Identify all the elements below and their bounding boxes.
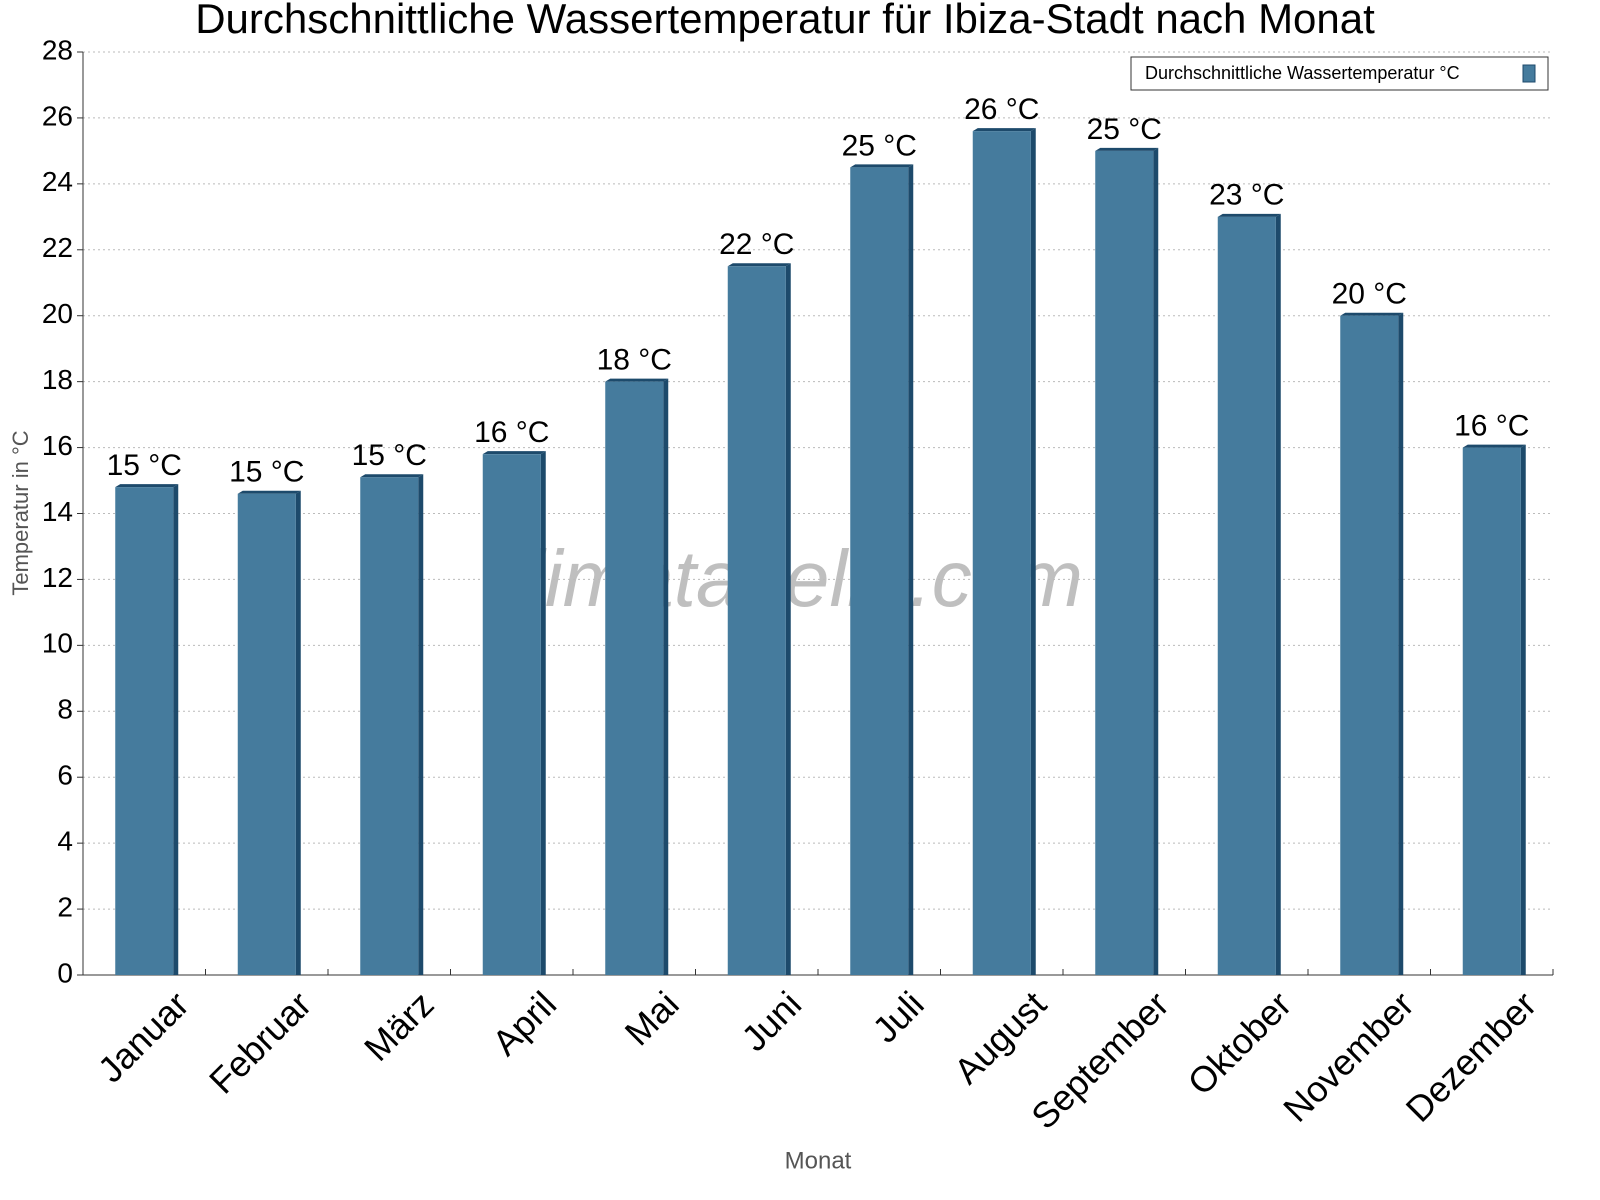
bar-side: [1030, 128, 1036, 976]
bar: [482, 454, 541, 975]
y-tick-label: 20: [42, 298, 73, 329]
legend-box: [1130, 56, 1549, 91]
data-label: 23 °C: [1209, 179, 1284, 212]
x-tick-label: Mai: [617, 983, 687, 1053]
bar-top: [115, 484, 179, 488]
legend-label: Durchschnittliche Wassertemperatur °C: [1145, 63, 1460, 83]
data-label: 15 °C: [229, 456, 304, 489]
y-tick-label: 12: [42, 562, 73, 593]
y-tick-label: 22: [42, 232, 73, 263]
data-label: 15 °C: [352, 439, 427, 472]
bar-side: [908, 164, 914, 975]
bar-side: [295, 490, 301, 975]
bar-side: [1398, 312, 1404, 975]
y-axis-label: Temperatur in °C: [8, 430, 33, 595]
y-tick-label: 14: [42, 496, 73, 527]
bar-side: [785, 263, 791, 976]
x-tick-label: November: [1275, 983, 1421, 1129]
bar: [1462, 447, 1521, 976]
y-tick-label: 10: [42, 628, 73, 659]
data-label: 26 °C: [964, 93, 1039, 126]
bar-side: [540, 451, 546, 975]
data-label: 16 °C: [1454, 409, 1529, 442]
bar: [850, 167, 909, 975]
y-tick-label: 8: [57, 694, 73, 725]
x-tick-label: Juni: [733, 983, 809, 1059]
y-tick-label: 18: [42, 364, 73, 395]
bar: [605, 381, 664, 976]
bar-top: [1217, 213, 1281, 217]
bar-top: [1340, 312, 1404, 316]
bar: [360, 477, 419, 975]
bar: [727, 266, 786, 976]
x-tick-label: April: [484, 983, 564, 1063]
x-tick-label: August: [946, 983, 1054, 1091]
bar-top: [972, 128, 1036, 132]
x-tick-label: Februar: [201, 983, 319, 1101]
x-tick-label: Dezember: [1398, 983, 1544, 1129]
bar-side: [1153, 147, 1159, 976]
data-label: 25 °C: [842, 129, 917, 162]
bar: [1095, 150, 1154, 976]
y-tick-label: 28: [42, 34, 73, 65]
chart-title: Durchschnittliche Wassertemperatur für I…: [195, 0, 1375, 42]
y-tick-label: 16: [42, 430, 73, 461]
data-label: 20 °C: [1332, 278, 1407, 311]
bar-top: [360, 474, 424, 478]
y-tick-label: 4: [57, 826, 73, 857]
bar: [115, 487, 174, 975]
bar-side: [663, 378, 669, 976]
y-tick-label: 6: [57, 760, 73, 791]
data-label: 15 °C: [107, 449, 182, 482]
bar: [1217, 216, 1276, 976]
bar: [1340, 315, 1399, 975]
y-tick-label: 26: [42, 100, 73, 131]
x-tick-label: Januar: [90, 983, 197, 1090]
y-tick-label: 0: [57, 957, 73, 988]
x-tick-label: Oktober: [1180, 983, 1300, 1103]
bar-side: [1275, 213, 1281, 976]
bar: [972, 131, 1031, 976]
bar-top: [605, 378, 669, 382]
y-tick-label: 24: [42, 166, 73, 197]
bar-side: [418, 474, 424, 975]
data-label: 25 °C: [1087, 113, 1162, 146]
bar-top: [850, 164, 914, 168]
bar-top: [727, 263, 791, 267]
data-label: 18 °C: [597, 344, 672, 377]
data-label: 16 °C: [474, 416, 549, 449]
bar-top: [1095, 147, 1159, 151]
legend-swatch: [1522, 64, 1536, 83]
bar-top: [482, 451, 546, 455]
x-axis-label: Monat: [785, 1147, 852, 1174]
x-tick-label: Juli: [864, 983, 931, 1050]
bar-top: [1462, 444, 1526, 448]
x-tick-label: März: [356, 983, 442, 1069]
bar-side: [1520, 444, 1526, 976]
bar: [237, 493, 296, 975]
bar-top: [237, 490, 301, 494]
data-label: 22 °C: [719, 228, 794, 261]
y-tick-label: 2: [57, 891, 73, 922]
bar-side: [173, 484, 179, 975]
